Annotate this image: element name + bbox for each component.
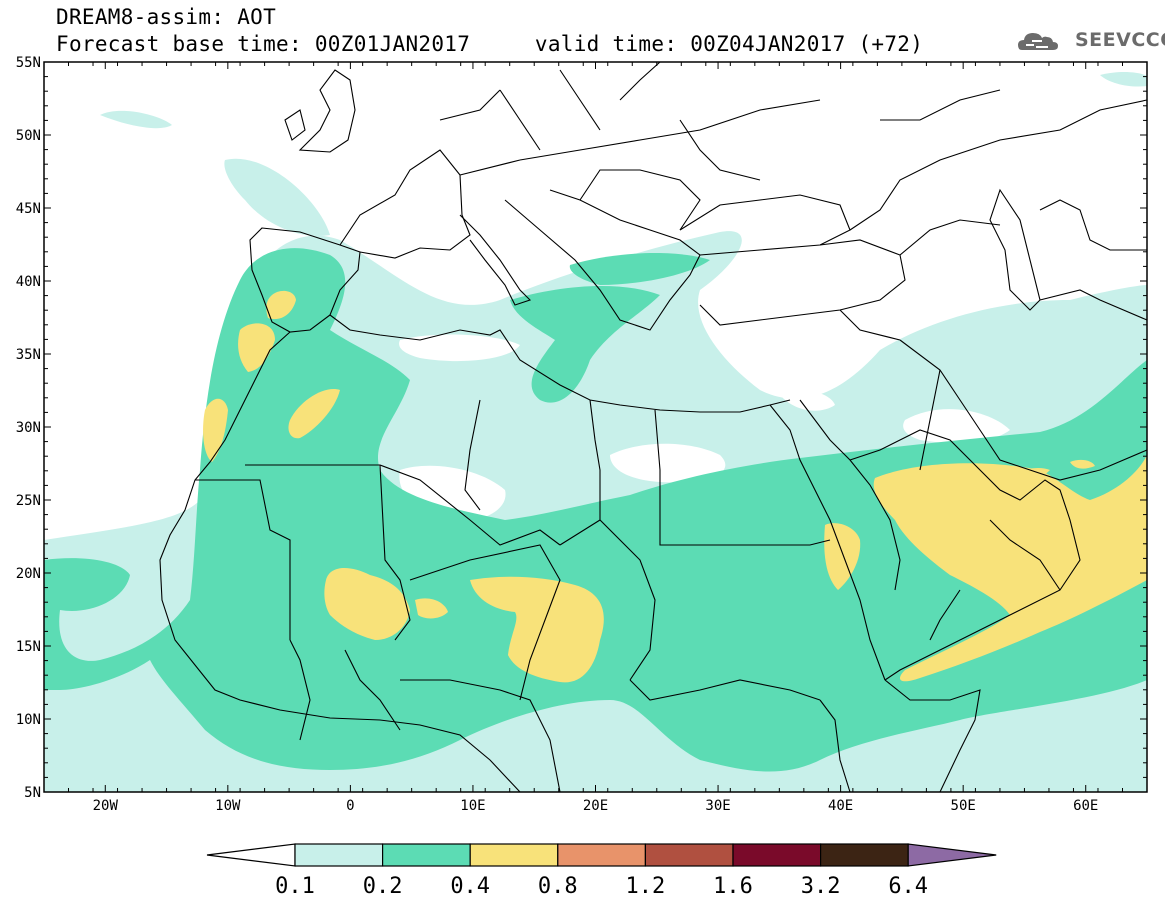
- aot-contour-0.2: [44, 248, 1147, 772]
- logo-text: SEEVCCC: [1075, 29, 1165, 51]
- cloud-logo-icon: [1018, 33, 1058, 50]
- lat-axis: 55N 50N 45N 40N 35N 30N 25N 20N 15N 10N 5N: [16, 55, 1147, 801]
- lon-tick-label: 50E: [951, 798, 976, 814]
- lon-tick-label: 0: [346, 798, 354, 814]
- colorbar-swatch: [557, 843, 646, 867]
- colorbar-label: 1.2: [626, 874, 666, 899]
- colorbar-label: 0.8: [538, 874, 578, 899]
- lat-tick-label: 55N: [16, 55, 41, 71]
- aot-contour-0.4: [238, 323, 275, 372]
- map-title: DREAM8-assim: AOT: [56, 5, 277, 29]
- lon-tick-label: 10E: [460, 798, 485, 814]
- lat-tick-label: 45N: [16, 201, 41, 217]
- colorbar-label: 0.2: [363, 874, 403, 899]
- colorbar-swatch: [819, 843, 909, 867]
- colorbar-swatch: [469, 843, 559, 867]
- lon-tick-label: 20W: [93, 798, 119, 814]
- lon-tick-label: 10W: [215, 798, 241, 814]
- forecast-time-info: Forecast base time: 00Z01JAN2017 valid t…: [56, 32, 924, 56]
- aot-field: [44, 62, 1147, 792]
- colorbar-swatch: [644, 843, 734, 867]
- lat-tick-label: 25N: [16, 493, 41, 509]
- lon-tick-label: 30E: [705, 798, 730, 814]
- colorbar-swatch: [382, 843, 471, 867]
- lon-tick-label: 20E: [583, 798, 608, 814]
- lon-axis: 20W 10W 0 10E 20E 30E 40E 50E 60E: [43, 62, 1148, 814]
- lon-tick-label: 40E: [828, 798, 853, 814]
- lat-tick-label: 5N: [24, 785, 41, 801]
- lat-tick-label: 15N: [16, 639, 41, 655]
- colorbar-label: 0.1: [275, 874, 315, 899]
- lat-tick-label: 10N: [16, 712, 41, 728]
- colorbar-high-arrow: [907, 843, 997, 867]
- colorbar-low-arrow: [206, 843, 296, 867]
- colorbar-label: 3.2: [801, 874, 841, 899]
- lat-tick-label: 30N: [16, 420, 41, 436]
- colorbar-label: 6.4: [888, 874, 928, 899]
- lat-tick-label: 20N: [16, 566, 41, 582]
- colorbar-swatch: [294, 843, 384, 867]
- lat-tick-label: 50N: [16, 128, 41, 144]
- colorbar-label: 0.4: [450, 874, 490, 899]
- lat-tick-label: 35N: [16, 347, 41, 363]
- colorbar-swatch: [732, 843, 822, 867]
- lat-tick-label: 40N: [16, 274, 41, 290]
- lon-tick-label: 60E: [1073, 798, 1098, 814]
- coastlines: [159, 62, 1147, 792]
- colorbar-label: 1.6: [713, 874, 753, 899]
- colorbar: 0.1 0.2 0.4 0.8 1.2 1.6 3.2 6.4: [206, 843, 997, 899]
